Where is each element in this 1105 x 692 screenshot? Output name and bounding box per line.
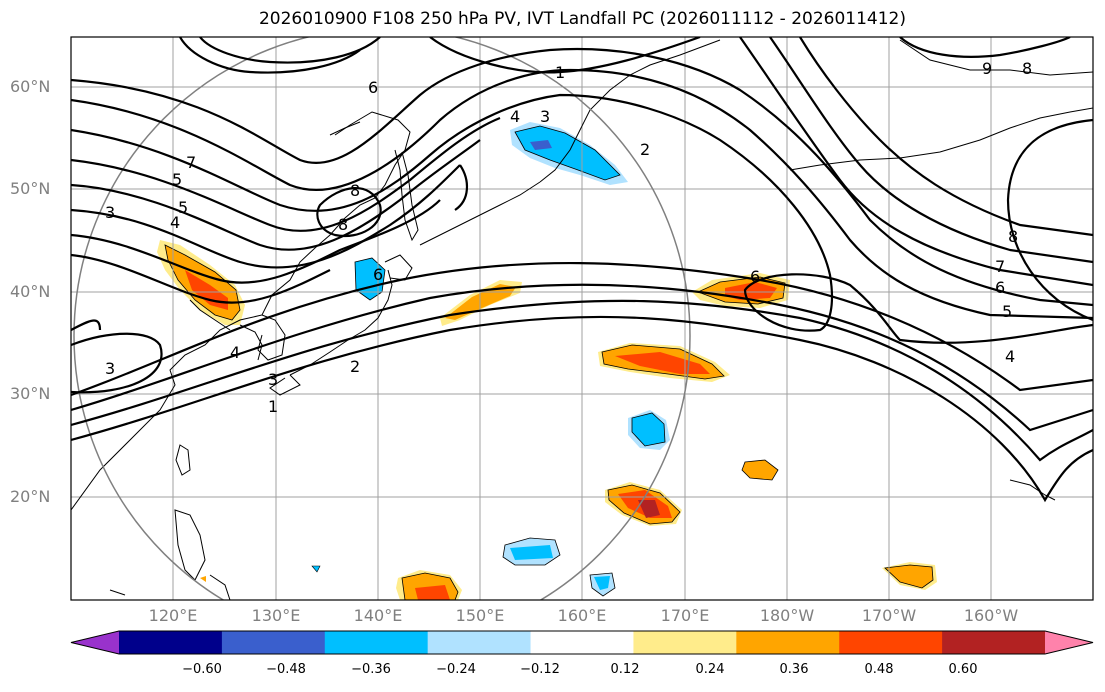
contour-label: 2	[640, 140, 650, 159]
colorbar-swatch	[736, 631, 840, 654]
lon-label: 120°E	[148, 606, 198, 625]
contour-label: 5	[178, 198, 188, 217]
contour-label: 5	[1002, 302, 1012, 321]
lat-label: 30°N	[10, 384, 51, 403]
colorbar-tick-label: −0.12	[520, 662, 560, 677]
lon-label: 130°E	[251, 606, 301, 625]
contour-label: 7	[186, 153, 196, 172]
colorbar-tick-label: −0.36	[351, 662, 391, 677]
graticule	[71, 37, 1093, 600]
contour-label: 1	[555, 63, 565, 82]
contour-label: 4	[1005, 347, 1015, 366]
contour-label: 7	[995, 257, 1005, 276]
contour-label: 3	[540, 107, 550, 126]
colorbar-outline	[70, 630, 1094, 655]
colorbar-tick-label: 0.60	[948, 662, 978, 677]
contour-label: 2	[350, 357, 360, 376]
colorbar-extend-low	[71, 631, 119, 654]
figure-title: 2026010900 F108 250 hPa PV, IVT Landfall…	[258, 9, 906, 29]
domain-circle	[73, 37, 691, 600]
contour-label: 3	[105, 203, 115, 222]
contour-label: 6	[995, 278, 1005, 297]
lon-label: 150°E	[455, 606, 505, 625]
colorbar-tick-label: 0.24	[695, 662, 725, 677]
lat-label: 20°N	[10, 487, 51, 506]
contour-label: 8	[338, 215, 348, 234]
contour-label: 9	[982, 59, 992, 78]
contour-label: 6	[368, 78, 378, 97]
contour-label: 6	[750, 267, 760, 286]
colorbar-tick-label: 0.36	[779, 662, 809, 677]
lon-label: 180°W	[759, 606, 815, 625]
lon-label: 160°W	[963, 606, 1019, 625]
colorbar-swatch	[221, 631, 326, 654]
contour-label: 4	[510, 107, 520, 126]
contour-label: 6	[373, 265, 383, 284]
lat-label: 50°N	[10, 179, 51, 198]
map-frame	[70, 36, 1094, 601]
pv-contours	[71, 37, 1093, 503]
contour-label: 1	[268, 397, 278, 416]
contour-label: 3	[105, 359, 115, 378]
colorbar-swatch	[119, 631, 223, 654]
colorbar-swatch	[324, 631, 429, 654]
colorbar-tick-label: −0.24	[436, 662, 476, 677]
lon-label: 170°E	[660, 606, 710, 625]
colorbar-swatch	[942, 631, 1046, 654]
contour-label: 5	[172, 170, 182, 189]
lon-label: 140°E	[353, 606, 403, 625]
colorbar-tick-label: −0.48	[266, 662, 306, 677]
colorbar-tick-label: 0.48	[864, 662, 894, 677]
colorbar-extend-high	[1045, 631, 1093, 654]
contour-label: 8	[1008, 227, 1018, 246]
lat-label: 60°N	[10, 77, 51, 96]
colorbar-swatch	[839, 631, 943, 654]
colorbar	[70, 630, 1094, 655]
colorbar-tick-label: −0.60	[182, 662, 222, 677]
contour-labels: 1 2 3 4 5 6 7 8 9 3 4 5 6 7 8 1 2 3 4 6 …	[105, 59, 1032, 416]
lon-label: 170°W	[861, 606, 917, 625]
colorbar-tick-label: 0.12	[610, 662, 640, 677]
colorbar-swatch	[427, 631, 532, 654]
contour-label: 8	[350, 181, 360, 200]
contour-label: 3	[268, 370, 278, 389]
contour-label: 4	[230, 343, 240, 362]
lon-label: 160°E	[557, 606, 607, 625]
lat-label: 40°N	[10, 282, 51, 301]
contour-label: 8	[1022, 59, 1032, 78]
colorbar-swatch	[633, 631, 737, 654]
contour-label: 4	[170, 213, 180, 232]
colorbar-swatch	[530, 631, 634, 654]
